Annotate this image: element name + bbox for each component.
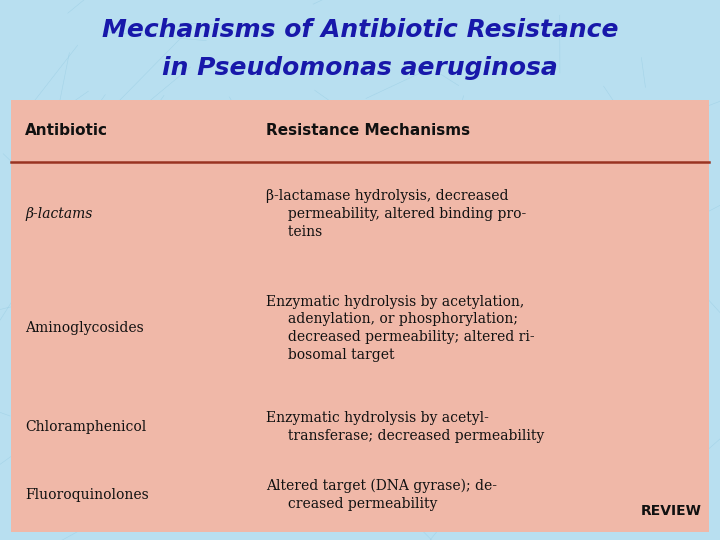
Text: β-lactams: β-lactams xyxy=(25,207,93,221)
Text: Antibiotic: Antibiotic xyxy=(25,124,108,138)
Text: Chloramphenicol: Chloramphenicol xyxy=(25,420,146,434)
Text: Enzymatic hydrolysis by acetylation,
     adenylation, or phosphorylation;
     : Enzymatic hydrolysis by acetylation, ade… xyxy=(266,295,535,362)
Text: Resistance Mechanisms: Resistance Mechanisms xyxy=(266,124,471,138)
Text: in Pseudomonas aeruginosa: in Pseudomonas aeruginosa xyxy=(162,56,558,79)
Text: Enzymatic hydrolysis by acetyl-
     transferase; decreased permeability: Enzymatic hydrolysis by acetyl- transfer… xyxy=(266,411,544,443)
FancyBboxPatch shape xyxy=(11,100,709,532)
Text: β-lactamase hydrolysis, decreased
     permeability, altered binding pro-
     t: β-lactamase hydrolysis, decreased permea… xyxy=(266,190,526,239)
Text: Aminoglycosides: Aminoglycosides xyxy=(25,321,144,335)
Text: Altered target (DNA gyrase); de-
     creased permeability: Altered target (DNA gyrase); de- creased… xyxy=(266,479,498,511)
Text: Mechanisms of Antibiotic Resistance: Mechanisms of Antibiotic Resistance xyxy=(102,18,618,42)
FancyBboxPatch shape xyxy=(11,100,709,162)
Text: Fluoroquinolones: Fluoroquinolones xyxy=(25,488,149,502)
Text: REVIEW: REVIEW xyxy=(641,504,702,518)
